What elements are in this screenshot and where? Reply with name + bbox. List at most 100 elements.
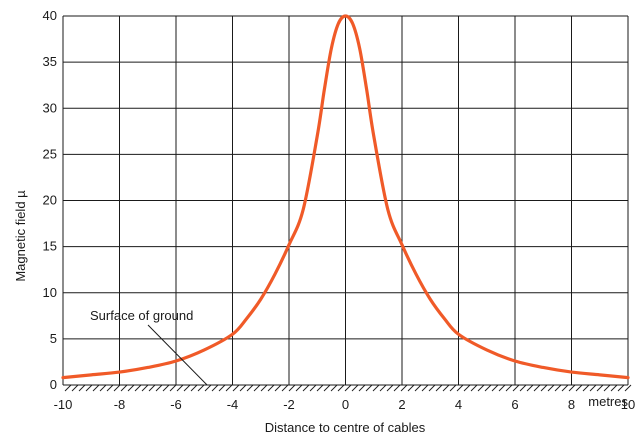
ground-hatch-mark [463,384,471,392]
x-tick-label: -10 [54,397,73,412]
ground-hatch-mark [414,384,422,392]
ground-hatch-mark [351,384,359,392]
x-tick-label: 6 [511,397,518,412]
x-tick-label: 8 [568,397,575,412]
ground-hatch-mark [85,384,93,392]
ground-hatch-mark [267,384,275,392]
ground-hatch-mark [330,384,338,392]
ground-hatch-mark [302,384,310,392]
ground-hatch-mark [337,384,345,392]
y-tick-label: 20 [43,193,57,208]
ground-hatch-mark [148,384,156,392]
ground-hatch-mark [246,384,254,392]
ground-hatch-mark [526,384,534,392]
ground-hatch-mark [120,384,128,392]
ground-hatch-mark [421,384,429,392]
x-tick-label: 10 [621,397,635,412]
ground-hatch-mark [435,384,443,392]
ground-hatch-mark [211,384,219,392]
x-tick-label: 0 [342,397,349,412]
y-tick-label: 5 [50,331,57,346]
ground-hatch-mark [561,384,569,392]
ground-hatch-mark [106,384,114,392]
x-tick-label: -2 [283,397,295,412]
ground-hatching [64,384,632,392]
ground-hatch-mark [582,384,590,392]
ground-hatch-mark [176,384,184,392]
ground-hatch-mark [477,384,485,392]
ground-hatch-mark [449,384,457,392]
ground-hatch-mark [295,384,303,392]
y-tick-label: 10 [43,285,57,300]
ground-hatch-mark [575,384,583,392]
ground-hatch-mark [113,384,121,392]
ground-hatch-mark [456,384,464,392]
ground-hatch-mark [624,384,632,392]
ground-hatch-mark [71,384,79,392]
series-group [61,14,630,380]
ground-hatch-mark [218,384,226,392]
x-tick-label: -8 [114,397,126,412]
ground-hatch-mark [379,384,387,392]
ground-hatch-mark [407,384,415,392]
y-tick-label: 15 [43,239,57,254]
ground-hatch-mark [260,384,268,392]
ground-hatch-mark [204,384,212,392]
x-axis-unit: metres [588,394,628,409]
ground-hatch-mark [603,384,611,392]
ground-hatch-mark [183,384,191,392]
ground-hatch-mark [400,384,408,392]
ground-hatch-mark [253,384,261,392]
y-tick-label: 25 [43,146,57,161]
ground-hatch-mark [92,384,100,392]
y-axis-ticks: 0 5 10 15 20 25 30 35 40 [43,8,57,392]
y-tick-label: 30 [43,100,57,115]
ground-hatch-mark [225,384,233,392]
ground-hatch-mark [428,384,436,392]
ground-hatch-mark [323,384,331,392]
ground-hatch-mark [197,384,205,392]
x-tick-label: 2 [398,397,405,412]
ground-hatch-mark [533,384,541,392]
ground-hatch-mark [316,384,324,392]
ground-hatch-mark [484,384,492,392]
ground-hatch-mark [372,384,380,392]
ground-hatch-mark [274,384,282,392]
x-axis-title: Distance to centre of cables [265,420,426,435]
ground-hatch-mark [498,384,506,392]
y-axis-title: Magnetic field µ [13,190,28,282]
ground-hatch-mark [617,384,625,392]
annotation-group: Surface of ground [90,308,208,386]
ground-hatch-mark [281,384,289,392]
ground-hatch-mark [127,384,135,392]
ground-hatch-mark [99,384,107,392]
ground-hatch-mark [512,384,520,392]
ground-hatch-mark [470,384,478,392]
grid [62,15,629,386]
ground-hatch-mark [64,384,72,392]
ground-hatch-mark [547,384,555,392]
ground-hatch-mark [169,384,177,392]
x-tick-label: -6 [170,397,182,412]
ground-hatch-mark [491,384,499,392]
ground-hatch-mark [134,384,142,392]
ground-annotation-label: Surface of ground [90,308,193,323]
y-tick-label: 40 [43,8,57,23]
ground-hatch-mark [239,384,247,392]
ground-hatch-mark [162,384,170,392]
ground-hatch-mark [393,384,401,392]
ground-hatch-mark [386,384,394,392]
ground-hatch-mark [141,384,149,392]
ground-hatch-mark [190,384,198,392]
ground-hatch-mark [344,384,352,392]
ground-hatch-mark [365,384,373,392]
ground-hatch-mark [155,384,163,392]
ground-hatch-mark [568,384,576,392]
y-tick-label: 0 [50,377,57,392]
ground-hatch-mark [610,384,618,392]
ground-annotation-leader [147,324,208,386]
x-tick-label: 4 [455,397,462,412]
ground-hatch-mark [596,384,604,392]
ground-hatch-mark [309,384,317,392]
